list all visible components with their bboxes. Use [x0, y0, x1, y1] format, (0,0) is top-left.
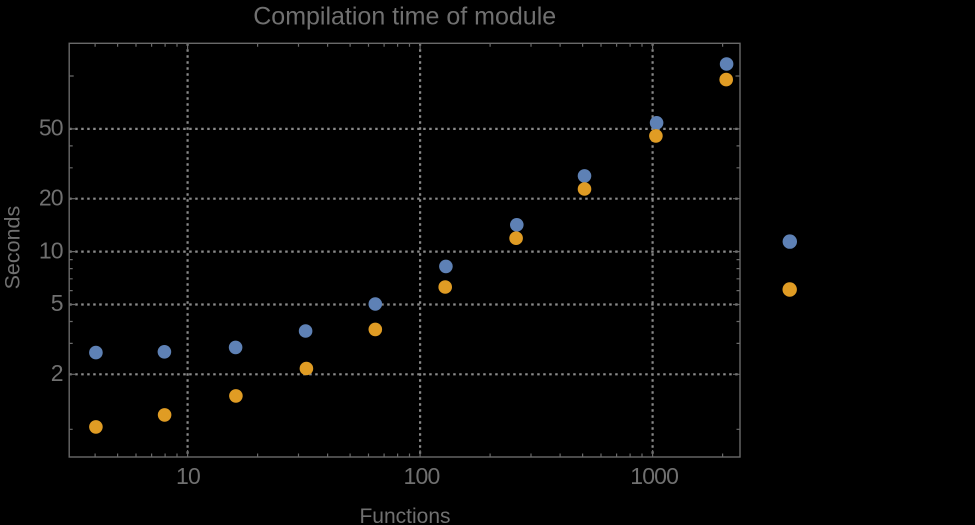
svg-text:1000: 1000 [630, 463, 678, 489]
svg-text:10: 10 [176, 463, 200, 489]
svg-text:Compilation time of module: Compilation time of module [253, 3, 556, 31]
svg-text:Seconds: Seconds [1, 206, 25, 290]
svg-text:Functions: Functions [359, 505, 450, 525]
svg-text:5: 5 [51, 290, 63, 316]
svg-text:100: 100 [404, 463, 440, 489]
svg-text:20: 20 [39, 184, 63, 210]
svg-text:50: 50 [39, 115, 63, 141]
svg-text:2: 2 [51, 360, 63, 386]
svg-text:10: 10 [39, 237, 63, 263]
